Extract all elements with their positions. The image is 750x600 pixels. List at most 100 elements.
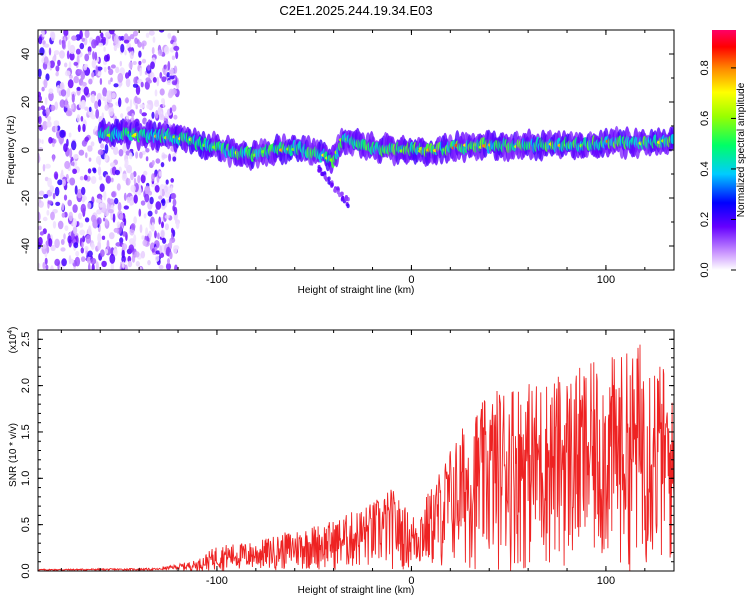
spectrogram-noise-cell [135,261,140,267]
spectrogram-noise-cell [135,151,139,159]
spectrogram-noise-cell [38,190,45,196]
spectrogram-noise-cell [79,30,83,40]
spectrogram-noise-cell [103,66,107,73]
spectrogram-noise-cell [53,171,59,180]
spectrogram-noise-cell [155,250,161,255]
spectrogram-noise-cell [70,103,75,110]
spectrogram-noise-cell [45,73,50,81]
spectrogram-noise-cell [44,257,48,265]
spectrogram-noise-cell [76,188,83,199]
spectrogram-noise-cell [43,56,49,65]
spectrogram-noise-cell [45,264,49,270]
spectrogram-noise-cell [169,251,173,260]
spectrogram-noise-cell [40,105,46,111]
spectrogram-noise-cell [172,205,175,212]
spectrogram-noise-cell [101,235,106,240]
spectrogram-noise-cell [154,101,160,107]
spectrogram-noise-cell [134,251,140,258]
spectrogram-noise-cell [81,197,85,203]
spectrogram-noise-cell [81,37,85,42]
spectrogram-noise-cell [151,160,155,166]
spectrogram-noise-cell [120,43,125,53]
spectrogram-noise-cell [72,204,78,213]
spectrogram-noise-cell [79,42,85,50]
spectrogram-branch-cell [317,168,321,173]
spectrogram-noise-cell [132,61,137,65]
spectrogram-noise-cell [66,50,70,60]
spectrogram-heatmap [38,30,674,270]
spectrogram-noise-cell [60,239,65,245]
spectrogram-noise-cell [139,67,143,77]
spectrogram-noise-cell [136,97,142,105]
spectrogram-noise-cell [94,51,98,61]
spectrogram-noise-cell [67,235,72,244]
spectrogram-noise-cell [159,88,165,96]
spectrogram-noise-cell [170,88,177,95]
spectrogram-noise-cell [99,183,105,192]
y-tick-label: 0.0 [20,563,32,578]
y-tick-label: 2.5 [20,332,32,347]
spectrogram-noise-cell [87,51,92,56]
spectrogram-noise-cell [50,104,56,112]
spectrogram-noise-cell [99,202,104,208]
spectrogram-noise-cell [64,98,68,108]
spectrogram-noise-cell [116,183,121,191]
spectrogram-noise-cell [133,216,137,224]
colorbar: 0.0 0.2 0.4 0.6 0.8 Normalized spectral ampl… [699,30,747,278]
spectrogram-noise-cell [69,44,76,55]
spectrogram-noise-cell [108,30,115,35]
spectrogram-noise-cell [74,256,81,267]
spectrogram-noise-cell [124,97,130,104]
spectrogram-noise-cell [159,245,163,254]
spectrogram-noise-cell [159,187,163,198]
spectrogram-noise-cell [38,111,41,118]
spectrogram-noise-cell [149,196,154,205]
snr-y-multiplier: (x104) [7,327,19,354]
spectrogram-noise-cell [72,218,77,228]
spectrogram-noise-cell [118,97,122,108]
spectrogram-noise-cell [91,71,95,78]
spectrogram-ridge-band [670,133,674,145]
spectrogram-noise-cell [90,114,96,120]
spectrogram-noise-cell [60,169,64,178]
spectrogram-noise-cell [76,114,81,123]
spectrogram-noise-cell [112,213,116,223]
spectrogram-noise-cell [98,175,103,181]
spectrogram-noise-cell [61,39,66,50]
spectrogram-noise-cell [69,52,75,61]
spectrogram-noise-cell [67,199,72,207]
spectrogram-noise-cell [105,218,109,226]
spectrogram-noise-cell [143,213,147,219]
spectrogram-noise-cell [115,66,120,74]
spectrogram-noise-cell [81,85,84,92]
spectrogram-noise-cell [59,99,66,108]
spectrogram-noise-cell [83,86,90,96]
x-tick-label: -100 [206,274,228,286]
spectrogram-noise-cell [38,211,41,222]
spectrogram-noise-cell [108,106,114,117]
spectrogram-noise-cell [84,30,90,39]
spectrogram-noise-cell [163,64,167,70]
spectrogram-noise-cell [97,166,102,176]
spectrogram-noise-cell [50,211,55,221]
spectrogram-noise-cell [123,218,127,226]
spectrogram-noise-cell [125,178,131,186]
spectrogram-noise-cell [113,34,119,45]
spectrogram-noise-cell [58,39,62,45]
spectrogram-noise-cell [133,177,137,185]
spectrogram-noise-cell [139,266,142,270]
spectrogram-noise-cell [121,255,126,263]
spectrogram-noise-cell [174,264,178,270]
spectrogram-noise-cell [48,47,52,56]
spectrogram-noise-cell [121,261,125,269]
spectrogram-branch-cell [346,203,350,209]
spectrogram-noise-cell [84,53,90,62]
spectrogram-noise-cell [141,150,146,155]
spectrogram-noise-cell [41,86,45,92]
spectrogram-noise-cell [72,161,75,167]
spectrogram-noise-cell [113,146,119,155]
spectrogram-noise-cell [79,229,86,236]
spectrogram-noise-cell [116,221,121,229]
spectrogram-noise-cell [141,112,147,117]
spectrogram-noise-cell [109,253,116,264]
